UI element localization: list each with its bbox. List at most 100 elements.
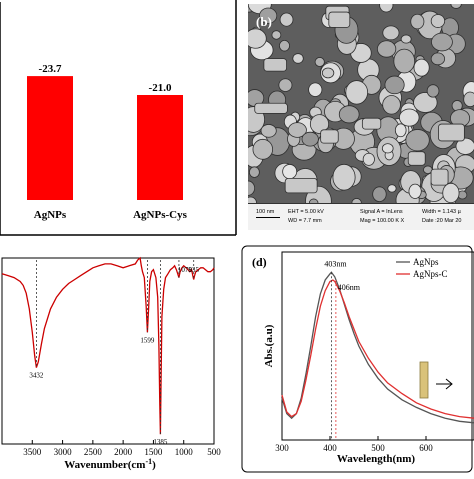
nanoparticle: [259, 7, 278, 24]
wd-info: WD = 7.7 mm: [288, 218, 322, 224]
bar-value-label: -23.7: [39, 63, 62, 75]
nanoparticle: [410, 13, 425, 30]
legend-label: AgNps-C: [413, 269, 448, 279]
nanoparticle: [408, 183, 422, 199]
nanoparticle: [431, 32, 453, 52]
nanoparticle: [382, 95, 401, 115]
nanoparticle: [287, 122, 307, 138]
nanoparticle: [248, 28, 267, 49]
ftir-chart: 3500 3000 2500 2000 1500 1000 500 Wavenumber(cm…: [1, 256, 221, 471]
panel-border: [241, 245, 473, 473]
nanoparticle: [332, 163, 356, 191]
nanoparticle: [399, 108, 420, 127]
nanoparticle: [282, 164, 298, 180]
bar-value-label: -21.0: [149, 82, 172, 94]
nanoparticle: [308, 82, 323, 97]
x-tick-label: 600: [419, 443, 433, 453]
x-tick-label: 1000: [175, 447, 194, 457]
category-label: AgNPs-Cys: [133, 209, 187, 221]
nanorod: [328, 11, 351, 28]
nanoparticle: [384, 75, 405, 95]
zeta-bar-chart: -23.7 AgNPs -21.0 AgNPs-Cys: [0, 0, 237, 236]
nanoparticle: [381, 143, 394, 154]
nanoparticle: [301, 131, 319, 147]
nanoparticle: [463, 91, 474, 108]
nanoparticle: [279, 12, 294, 27]
peak-label: 1599: [140, 336, 155, 344]
bar-agnps: [27, 76, 73, 200]
nanoparticle: [405, 129, 430, 152]
category-label: AgNPs: [34, 209, 67, 221]
panel-b-label: (b): [256, 14, 272, 29]
nanoparticle: [455, 137, 474, 155]
nanoparticle: [430, 14, 446, 28]
nanoparticle: [400, 34, 412, 44]
nanorod: [254, 102, 288, 114]
nanorod: [407, 151, 426, 166]
plot-frame: [1, 257, 215, 445]
signal-info: Signal A = InLens: [360, 209, 403, 215]
nanoparticle: [387, 184, 397, 193]
scale-bar: [256, 217, 280, 218]
x-tick-label: 1500: [144, 447, 163, 457]
nanoparticle: [442, 182, 460, 204]
nanorod: [438, 123, 465, 142]
nanoparticle: [426, 84, 440, 98]
mag-info: Mag = 100.00 K X: [360, 218, 405, 224]
nanoparticle: [248, 166, 260, 178]
x-tick-label: 3000: [54, 447, 73, 457]
nanoparticle: [278, 78, 293, 92]
nanoparticle: [379, 4, 394, 13]
nanorod: [430, 168, 449, 186]
nanorod: [263, 58, 287, 72]
sem-info-bar: 100 nm EHT = 5.00 kV WD = 7.7 mm Signal …: [248, 203, 474, 230]
nanorod: [361, 117, 382, 130]
width-info: Width = 1.143 µ: [422, 209, 461, 215]
peak-label: 3432: [29, 372, 44, 380]
eht-info: EHT = 5.00 kV: [288, 209, 324, 215]
uv-series-line-1: [281, 271, 474, 424]
nanoparticle: [393, 48, 416, 74]
peak-label: 1079: [178, 266, 193, 274]
x-tick-label: 300: [275, 443, 289, 453]
peak-label: 403nm: [324, 259, 347, 268]
bar-agnps-cys: [137, 95, 183, 200]
nanoparticle: [372, 186, 387, 203]
nanoparticle: [376, 40, 397, 58]
x-tick-label: 2500: [84, 447, 103, 457]
nanorod: [320, 129, 339, 144]
nanoparticle: [382, 25, 400, 41]
sem-micrograph: [248, 4, 474, 217]
nanoparticle: [252, 138, 274, 160]
nanoparticle: [413, 58, 430, 77]
nanoparticle: [271, 30, 282, 40]
nanoparticle: [362, 152, 375, 166]
x-tick-label: 3500: [23, 447, 42, 457]
nanoparticle: [279, 40, 290, 52]
x-tick-label: 500: [371, 443, 385, 453]
scale-bar-label: 100 nm: [256, 209, 275, 215]
x-axis-label: Wavelength(nm): [337, 453, 416, 465]
nanorod: [284, 178, 318, 194]
nanoparticle: [309, 114, 330, 134]
nanoparticle: [292, 53, 304, 64]
date-info: Date :20 Mar 20: [422, 218, 462, 224]
sample-vial: [419, 361, 429, 399]
arrow-icon: [436, 378, 453, 390]
x-tick-label: 2000: [114, 447, 133, 457]
panel-a: -23.7 AgNPs -21.0 AgNPs-Cys: [0, 0, 240, 240]
nanoparticle: [248, 180, 256, 196]
nanoparticle: [450, 4, 462, 9]
panel-c: 3500 3000 2500 2000 1500 1000 500 Wavenumber(cm…: [0, 244, 240, 474]
peak-label: 406nm: [338, 283, 361, 292]
legend-label: AgNps: [413, 257, 439, 267]
panel-label: (d): [252, 255, 267, 269]
sem-image-panel: (b) 100 nm EHT = 5.00 kV WD = 7.7 mm Sig…: [248, 4, 474, 230]
nanoparticle: [260, 124, 277, 138]
ftir-spectrum-line: [1, 256, 215, 435]
panel-d: (d) 300 400 500 600 Wavelength(nm) Abs.(a.u) 40…: [240, 244, 474, 474]
peak-label: 835: [188, 266, 199, 274]
nanoparticle: [321, 67, 335, 79]
nanoparticle: [413, 92, 438, 113]
